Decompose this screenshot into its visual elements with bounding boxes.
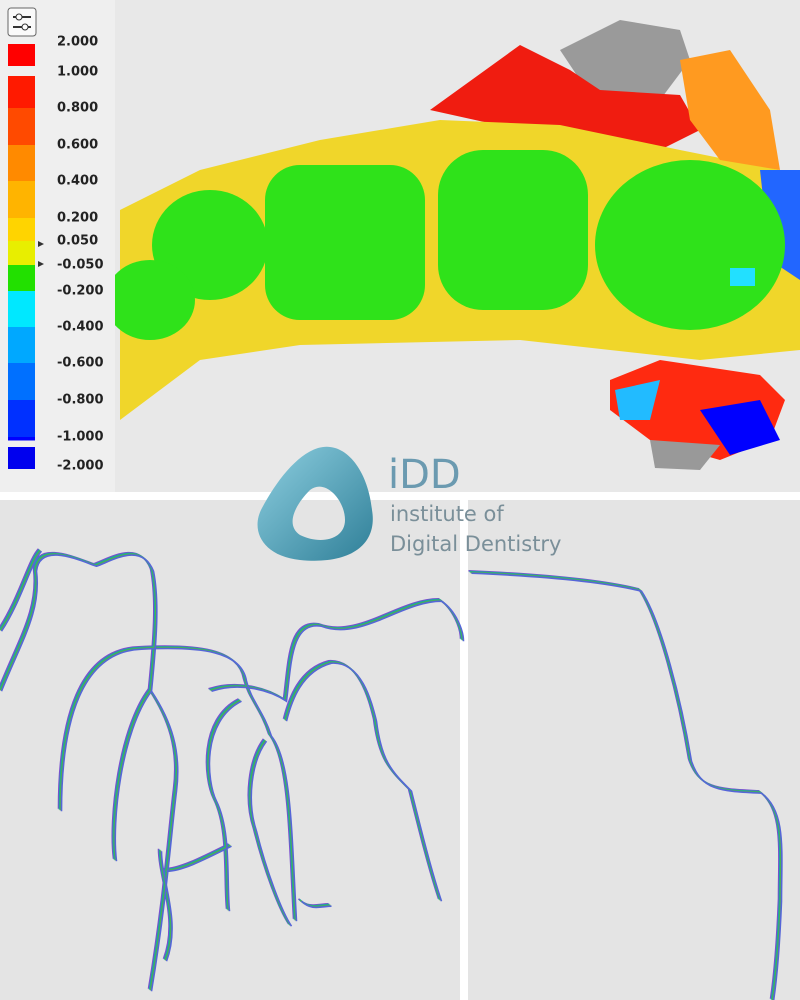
trace-line bbox=[0, 548, 150, 859]
logo-line1: institute of bbox=[390, 502, 504, 526]
legend-label: 0.800 bbox=[57, 101, 98, 116]
legend-swatch bbox=[8, 76, 35, 109]
section-traces bbox=[0, 548, 783, 1000]
scan-shape bbox=[7, 7, 37, 37]
scan-shape bbox=[615, 380, 660, 420]
legend-swatch bbox=[8, 218, 35, 242]
legend-label: 0.200 bbox=[57, 211, 98, 226]
trace-line bbox=[471, 572, 783, 1000]
logo: iDD institute of Digital Dentistry bbox=[257, 446, 562, 561]
trace-line bbox=[0, 552, 177, 990]
legend-swatch bbox=[8, 447, 35, 469]
scan-shape bbox=[700, 400, 780, 455]
scan-shape bbox=[650, 440, 720, 470]
scan-shape bbox=[15, 13, 23, 21]
legend-label: -0.050 bbox=[57, 258, 104, 273]
trace-line bbox=[0, 551, 176, 989]
trace-panel-left bbox=[0, 500, 460, 1000]
legend-swatch bbox=[8, 327, 35, 364]
legend-marker bbox=[38, 241, 44, 247]
trace-line bbox=[160, 845, 332, 962]
legend-swatch bbox=[8, 437, 35, 441]
legend-swatch bbox=[8, 241, 35, 266]
legend-swatch bbox=[8, 108, 35, 146]
legend-label: -0.200 bbox=[57, 284, 104, 299]
legend-label: -0.400 bbox=[57, 320, 104, 335]
legend-label: -0.600 bbox=[57, 356, 104, 371]
settings-button[interactable] bbox=[7, 7, 37, 37]
scan-shape bbox=[595, 160, 785, 330]
scan-shape bbox=[730, 268, 755, 286]
trace-line bbox=[0, 550, 153, 862]
legend-label: 2.000 bbox=[57, 35, 98, 50]
legend-label: -0.800 bbox=[57, 393, 104, 408]
legend-swatch bbox=[8, 265, 35, 292]
legend-label: 0.050 bbox=[57, 234, 98, 249]
scan-shape bbox=[560, 20, 690, 100]
scan-shape bbox=[265, 165, 425, 320]
legend-label: -1.000 bbox=[57, 430, 104, 445]
logo-abbr: iDD bbox=[388, 452, 461, 498]
scan-shape bbox=[105, 260, 195, 340]
trace-line bbox=[208, 700, 293, 927]
legend-label: 1.000 bbox=[57, 65, 98, 80]
scan-shape bbox=[438, 150, 588, 310]
color-legend: 2.000 1.000 0.800 0.600 0.400 0.200 0.050 -0.05… bbox=[8, 35, 104, 474]
scan-shape bbox=[680, 50, 780, 170]
trace-line bbox=[60, 647, 298, 922]
legend-swatch bbox=[8, 291, 35, 328]
legend-label: -2.000 bbox=[57, 459, 104, 474]
legend-marker bbox=[38, 261, 44, 267]
legend-swatch bbox=[8, 44, 35, 66]
logo-line2: Digital Dentistry bbox=[390, 532, 562, 556]
legend-swatch bbox=[8, 400, 35, 438]
trace-line bbox=[0, 549, 151, 860]
trace-line bbox=[0, 553, 178, 991]
legend-label: 0.600 bbox=[57, 138, 98, 153]
trace-line bbox=[0, 549, 152, 861]
legend-swatch bbox=[8, 363, 35, 401]
trace-line bbox=[211, 600, 465, 703]
legend-swatch bbox=[8, 145, 35, 182]
scan-shape bbox=[21, 23, 29, 31]
trace-line bbox=[285, 662, 443, 902]
trace-line bbox=[0, 554, 179, 992]
trace-panel-right bbox=[468, 500, 800, 1000]
legend-swatch bbox=[8, 181, 35, 219]
scan-shape bbox=[257, 446, 373, 561]
dental-scan bbox=[105, 20, 800, 470]
legend-label: 0.400 bbox=[57, 174, 98, 189]
